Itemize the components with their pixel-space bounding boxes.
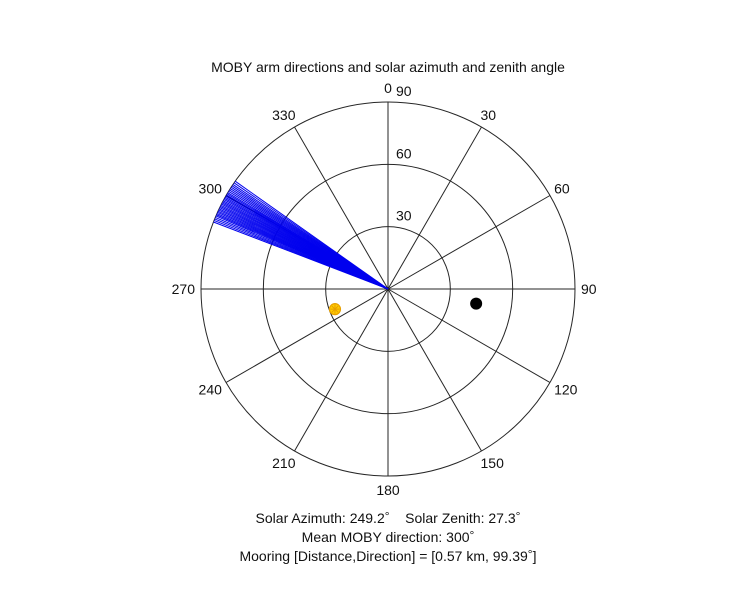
mooring-marker [470, 297, 483, 310]
angle-tick-label-240: 240 [199, 382, 223, 398]
angle-tick-label-30: 30 [481, 107, 497, 123]
moby-direction-label: Mean MOBY direction: [301, 529, 447, 545]
mooring-label: Mooring [Distance,Direction] = [0.57 km,… [239, 548, 528, 564]
radial-tick-label-60: 60 [396, 145, 412, 161]
mooring-close: ] [532, 548, 537, 564]
moby-arm-line [234, 180, 389, 290]
grid-circle-60 [262, 163, 514, 415]
radial-tick-label-90: 90 [396, 83, 412, 99]
degree-symbol: ° [469, 528, 475, 542]
grid-circle-30 [325, 226, 451, 352]
spoke-line-150 [387, 288, 482, 452]
degree-symbol: ° [515, 509, 521, 523]
tick-labels: 0 30 60 90 120 150 180 210 240 270 300 330 30 60 90 [172, 80, 597, 498]
sun-marker-ray [331, 305, 339, 313]
solar-azimuth-value: 249.2 [349, 510, 385, 526]
markers [328, 297, 483, 316]
spoke-line-210 [294, 288, 389, 452]
angle-tick-label-120: 120 [554, 382, 578, 398]
chart-title: MOBY arm directions and solar azimuth an… [211, 59, 565, 75]
angle-tick-label-210: 210 [272, 455, 296, 471]
spoke-line-60 [387, 195, 551, 290]
moby-direction-value: 300 [446, 529, 470, 545]
caption-moby: Mean MOBY direction: 300° [0, 528, 750, 545]
solar-zenith-label: Solar Zenith: [405, 510, 489, 526]
angle-tick-label-330: 330 [272, 107, 296, 123]
spoke-line-120 [387, 288, 551, 383]
angle-tick-label-60: 60 [554, 181, 570, 197]
angle-tick-label-300: 300 [199, 181, 223, 197]
angle-tick-label-180: 180 [376, 482, 400, 498]
caption-solar: Solar Azimuth: 249.2° Solar Zenith: 27.3… [0, 509, 750, 526]
angle-tick-label-90: 90 [581, 281, 597, 297]
grid-circle-90 [200, 101, 576, 477]
spoke-line-330 [294, 126, 389, 290]
radial-tick-label-30: 30 [396, 208, 412, 224]
angle-tick-label-150: 150 [481, 455, 505, 471]
degree-symbol: ° [384, 509, 390, 523]
caption-mooring: Mooring [Distance,Direction] = [0.57 km,… [0, 547, 750, 564]
angle-tick-label-270: 270 [172, 281, 196, 297]
spoke-line-240 [225, 288, 389, 383]
polar-grid [200, 101, 576, 477]
degree-symbol: ° [527, 547, 533, 561]
spoke-line-30 [387, 126, 482, 290]
moby-arm-lines [213, 180, 389, 290]
angle-tick-label-0: 0 [384, 80, 392, 96]
solar-azimuth-label: Solar Azimuth: [255, 510, 350, 526]
solar-zenith-value: 27.3 [488, 510, 516, 526]
